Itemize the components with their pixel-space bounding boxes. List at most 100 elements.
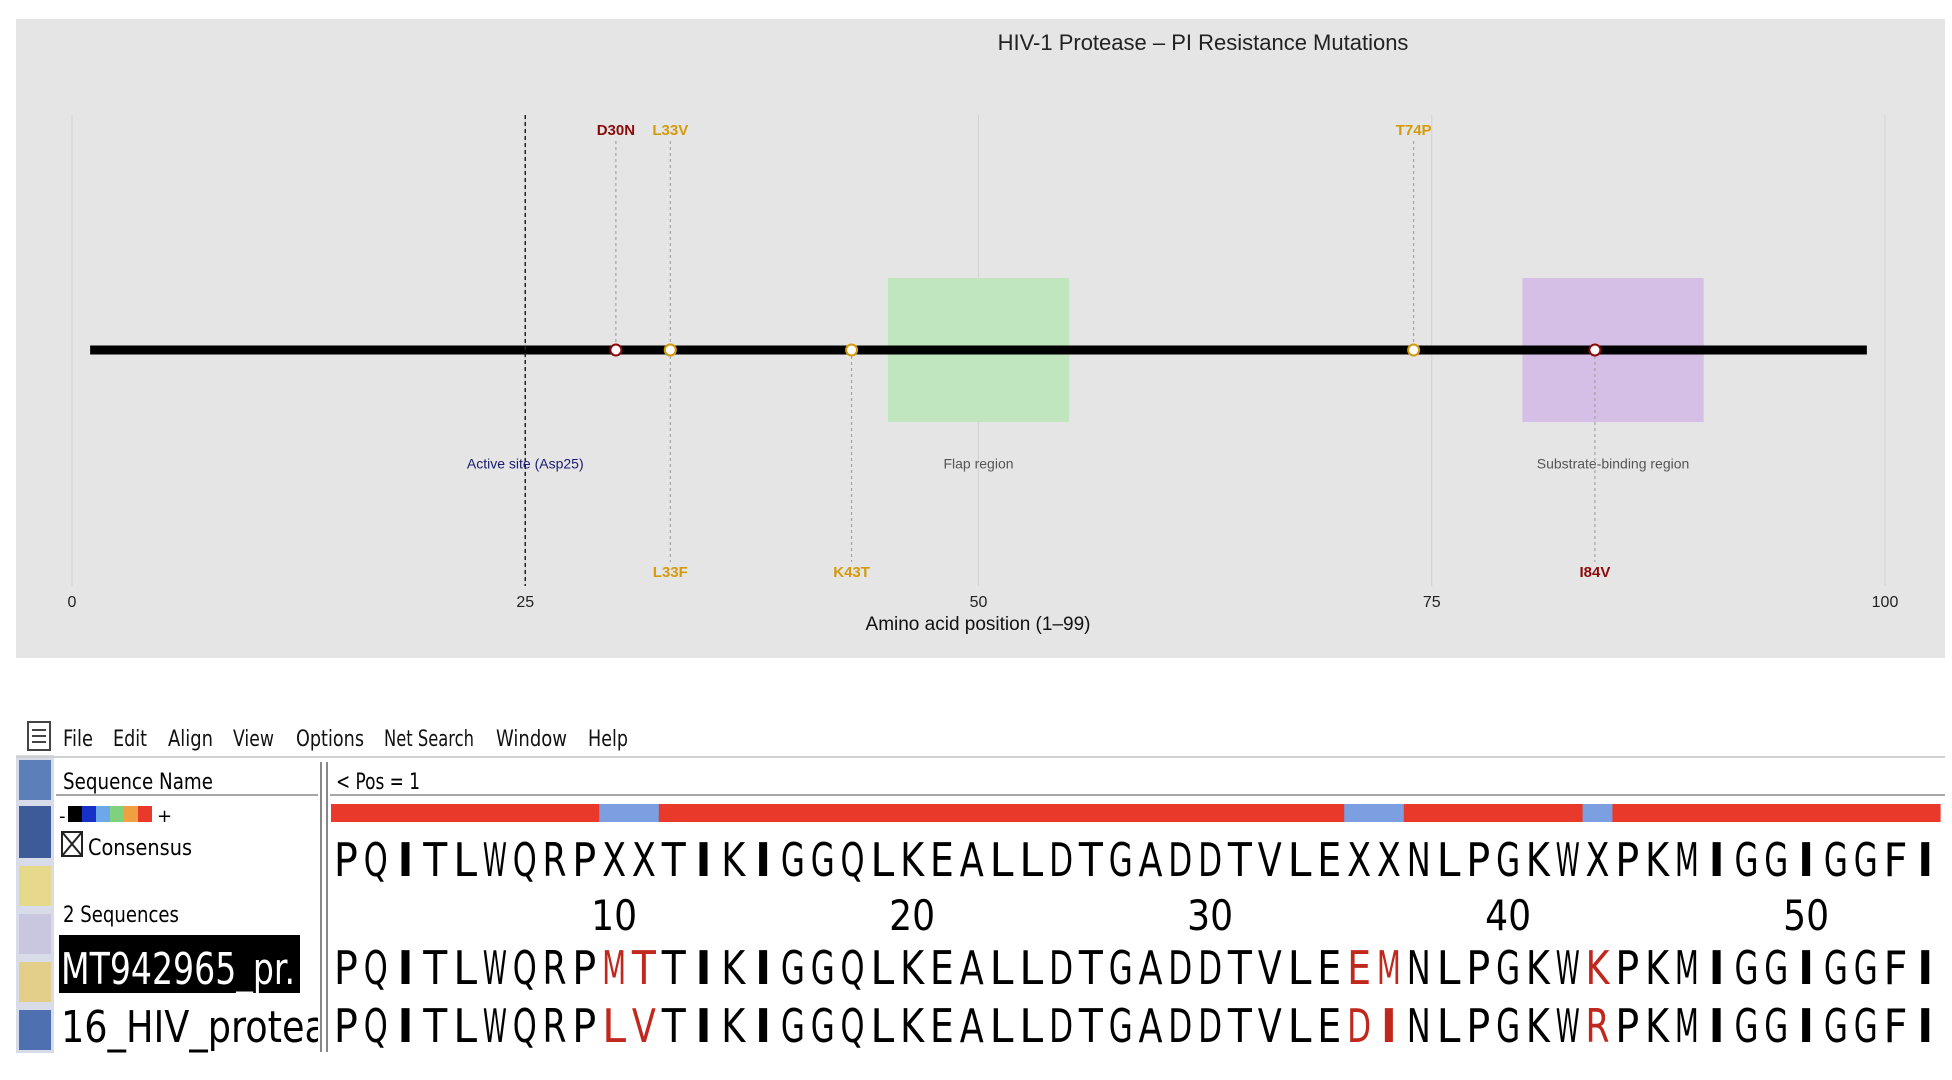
conservation-cell (1701, 804, 1732, 822)
residue: L (1437, 941, 1461, 995)
conservation-cell (450, 804, 481, 822)
residue: D (1168, 999, 1192, 1053)
scale-swatch (138, 806, 152, 822)
conservation-cell (897, 804, 928, 822)
sequence-name[interactable]: MT942965_pr. (61, 944, 295, 995)
menu-item[interactable]: Align (168, 727, 213, 752)
conservation-cell (778, 804, 809, 822)
residue: P (1466, 833, 1490, 887)
scale-swatch (82, 806, 96, 822)
residue: Q (841, 999, 865, 1053)
residue: K (1526, 941, 1551, 995)
chart-panel: HIV-1 Protease – PI Resistance Mutations… (16, 19, 1945, 658)
scale-swatch (96, 806, 110, 822)
residue: K (721, 833, 746, 887)
toolbar-icon[interactable] (19, 760, 51, 800)
residue: L (1019, 999, 1043, 1053)
ruler-label: 30 (1187, 891, 1233, 940)
residue: G (1824, 999, 1848, 1053)
residue: V (1258, 999, 1282, 1053)
residue: L (453, 999, 477, 1053)
menu-item[interactable]: View (233, 727, 274, 752)
scale-minus: - (59, 806, 66, 827)
conservation-cell (1910, 804, 1941, 822)
menu-item[interactable]: Help (588, 727, 628, 752)
conservation-cell (1225, 804, 1256, 822)
residue: A (1139, 941, 1163, 995)
conservation-cell (1076, 804, 1107, 822)
conservation-cell (1731, 804, 1762, 822)
residue: D (1198, 999, 1222, 1053)
menu-item[interactable]: File (63, 727, 93, 752)
residue: I (692, 833, 716, 887)
residue: X (1586, 833, 1610, 887)
active-site-label: Active site (Asp25) (467, 456, 584, 472)
conservation-cell (1821, 804, 1852, 822)
conservation-cell (1672, 804, 1703, 822)
toolbar-icon[interactable] (19, 806, 51, 858)
conservation-cell (927, 804, 958, 822)
mutation-marker (845, 343, 859, 357)
residue: X (632, 833, 656, 887)
residue: A (960, 833, 984, 887)
residue: G (1735, 941, 1759, 995)
residue: I (692, 941, 716, 995)
residue: G (1496, 999, 1520, 1053)
toolbar-icon[interactable] (19, 914, 51, 954)
conservation-cell (1314, 804, 1345, 822)
conservation-cell (1761, 804, 1792, 822)
residue: Q (841, 833, 865, 887)
menu-item[interactable]: Options (296, 727, 364, 752)
residue: I (1705, 999, 1729, 1053)
residue: L (453, 941, 477, 995)
residue: W (483, 833, 507, 887)
conservation-cell (509, 804, 540, 822)
residue: D (1168, 833, 1192, 887)
mutation-marker (663, 343, 677, 357)
residue: R (543, 941, 567, 995)
menu-item[interactable]: Window (496, 727, 567, 752)
residue: P (334, 999, 358, 1053)
conservation-cell (390, 804, 421, 822)
residue: K (1526, 833, 1551, 887)
mutation-label: L33F (653, 564, 688, 581)
residue: E (1317, 941, 1341, 995)
scale-plus: + (157, 806, 172, 827)
residue: F (1884, 833, 1908, 887)
position-label: < Pos = 1 (336, 770, 420, 795)
toolbar-icon[interactable] (19, 866, 51, 906)
residue: L (870, 941, 894, 995)
chart-title: HIV-1 Protease – PI Resistance Mutations (998, 30, 1409, 55)
residue: I (692, 999, 716, 1053)
conservation-cell (1493, 804, 1524, 822)
residue: W (1556, 941, 1580, 995)
residue: D (1049, 833, 1073, 887)
conservation-cell (1135, 804, 1166, 822)
residue: L (1288, 999, 1312, 1053)
residue: A (1139, 999, 1163, 1053)
residue: P (572, 833, 596, 887)
residue: K (900, 833, 925, 887)
residue: E (1347, 941, 1371, 995)
residue: K (1586, 941, 1611, 995)
toolbar-icon[interactable] (19, 962, 51, 1002)
mutation-marker (1588, 343, 1602, 357)
menu-item[interactable]: Net Search (384, 727, 474, 752)
residue: D (1168, 941, 1192, 995)
residue: Q (513, 833, 537, 887)
residue: D (1347, 999, 1371, 1053)
residue: G (1109, 833, 1133, 887)
residue: L (990, 941, 1014, 995)
residue: I (751, 833, 775, 887)
toolbar-icon[interactable] (19, 1010, 51, 1050)
menu-item[interactable]: Edit (113, 727, 147, 752)
residue: K (1645, 941, 1670, 995)
sequence-name[interactable]: 16_HIV_protea (61, 1002, 327, 1053)
residue: P (1466, 999, 1490, 1053)
conservation-cell (1463, 804, 1494, 822)
residue: M (1675, 999, 1699, 1053)
residue: V (1258, 941, 1282, 995)
consensus-label: Consensus (88, 836, 192, 861)
